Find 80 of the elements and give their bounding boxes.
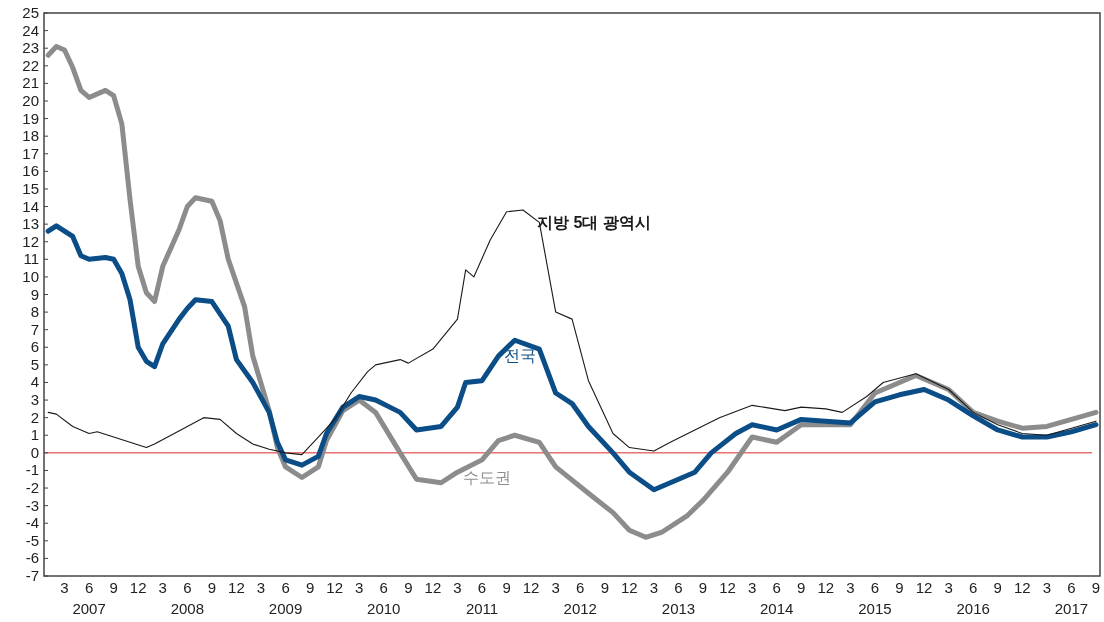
x-tick-label: 12 — [621, 579, 638, 596]
y-tick-label: 24 — [22, 21, 39, 39]
x-tick-label: 3 — [551, 579, 560, 596]
y-tick-label: 8 — [30, 303, 39, 321]
x-tick-label: 6 2016 — [956, 579, 990, 617]
y-tick-label: 1 — [30, 426, 39, 444]
y-tick-label: 18 — [22, 127, 39, 145]
x-tick-label: 6 2012 — [563, 579, 597, 617]
x-tick-label: 9 — [797, 579, 806, 596]
y-tick-label: 19 — [22, 109, 39, 127]
y-tick-label: -5 — [25, 531, 39, 549]
x-tick-label: 6 2017 — [1054, 579, 1089, 617]
y-tick-label: 22 — [22, 56, 39, 74]
x-tick-label: 3 — [1042, 579, 1052, 596]
y-tick-label: -1 — [25, 461, 39, 479]
x-tick-label: 6 2010 — [367, 579, 401, 617]
y-tick-label: 14 — [22, 197, 39, 215]
y-tick-label: 23 — [22, 39, 39, 57]
y-tick-label: 2 — [30, 408, 39, 426]
y-tick-label: 3 — [30, 391, 39, 409]
x-tick-label: 9 — [1091, 579, 1101, 596]
y-tick-label: -6 — [25, 549, 39, 567]
x-tick-label: 12 — [1013, 579, 1031, 596]
x-tick-label: 6 2009 — [268, 579, 303, 617]
y-tick-label: 11 — [23, 250, 39, 268]
x-tick-label: 12 — [522, 579, 540, 596]
y-tick-label: 15 — [22, 179, 39, 197]
x-tick-label: 12 — [915, 579, 933, 596]
y-tick-label: 25 — [22, 4, 39, 21]
x-tick-label: 3 — [453, 579, 462, 596]
x-tick-label: 3 — [747, 579, 757, 596]
y-tick-label: -3 — [25, 496, 39, 514]
y-tick-label: 12 — [22, 232, 39, 250]
series-label: 전국 — [504, 347, 536, 364]
y-tick-label: 4 — [30, 373, 39, 391]
x-tick-label: 3 — [256, 579, 266, 596]
x-tick-label: 9 — [600, 579, 609, 596]
y-tick-label: -4 — [25, 514, 39, 532]
x-tick-label: 6 2007 — [72, 579, 106, 617]
x-tick-label: 9 — [895, 579, 904, 596]
x-tick-label: 12 — [817, 579, 835, 596]
x-tick-label: 9 — [207, 579, 217, 596]
x-tick-label: 3 — [649, 579, 659, 596]
x-tick-label: 6 2008 — [170, 579, 205, 617]
y-tick-label: 5 — [30, 355, 39, 373]
y-tick-label: 10 — [22, 267, 39, 285]
y-tick-label: 7 — [30, 320, 39, 338]
line-series — [47, 209, 1097, 456]
x-tick-label: 9 — [502, 579, 511, 596]
x-tick-label: 9 — [109, 579, 118, 596]
x-tick-label: 6 2013 — [661, 579, 696, 617]
x-tick-label: 12 — [129, 579, 147, 596]
x-tick-label: 9 — [305, 579, 315, 596]
x-tick-label: 12 — [326, 579, 344, 596]
y-tick-label: 9 — [30, 285, 39, 303]
x-tick-label: 12 — [719, 579, 736, 596]
series-label: 지방 5대 광역시 — [537, 214, 651, 231]
y-tick-label: 17 — [22, 144, 39, 162]
x-tick-label: 3 — [158, 579, 167, 596]
series-label: 수도권 — [463, 469, 511, 486]
x-tick-label: 12 — [424, 579, 442, 596]
y-tick-label: 0 — [30, 443, 39, 461]
x-tick-label: 3 — [944, 579, 953, 596]
x-tick-label: 6 2011 — [465, 579, 499, 617]
y-tick-label: 16 — [22, 162, 39, 180]
y-tick-label: -2 — [25, 479, 39, 497]
x-tick-label: 3 — [355, 579, 364, 596]
x-tick-label: 9 — [404, 579, 413, 596]
x-tick-label: 6 2014 — [760, 579, 794, 617]
x-tick-label: 12 — [228, 579, 245, 596]
x-tick-label: 6 2015 — [858, 579, 892, 617]
y-tick-label: 13 — [22, 215, 39, 233]
x-tick-label: 9 — [698, 579, 708, 596]
y-tick-label: -7 — [25, 567, 39, 584]
x-tick-label: 9 — [993, 579, 1002, 596]
y-tick-label: 20 — [22, 91, 39, 109]
y-tick-label: 21 — [22, 74, 39, 92]
x-tick-label: 3 — [846, 579, 855, 596]
y-tick-label: 6 — [30, 338, 39, 356]
x-tick-label: 3 — [60, 579, 69, 596]
